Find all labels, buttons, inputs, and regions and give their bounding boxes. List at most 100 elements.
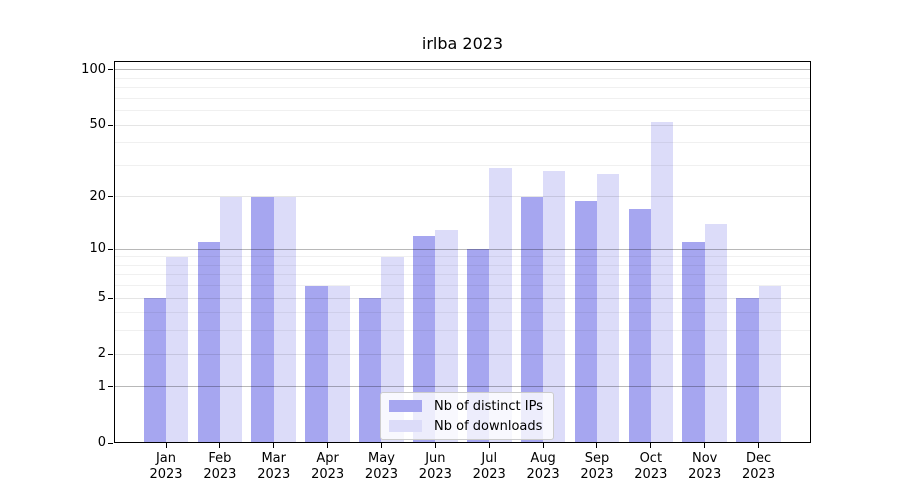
legend-swatch-1 <box>389 420 422 432</box>
y-tick-mark-20 <box>108 196 113 198</box>
gridline-10 <box>114 248 811 250</box>
x-tick-mark-mar <box>273 443 275 448</box>
bar-nb-of-downloads-aug <box>543 170 566 443</box>
x-tick-mark-dec <box>758 443 760 448</box>
x-tick-mark-oct <box>650 443 652 448</box>
gridline-4 <box>114 312 811 314</box>
bar-nb-of-downloads-nov <box>704 224 727 443</box>
x-tick-label-may: May 2023 <box>354 451 408 483</box>
x-tick-mark-feb <box>219 443 221 448</box>
x-tick-mark-nov <box>704 443 706 448</box>
x-tick-year: 2023 <box>311 467 345 482</box>
x-tick-label-sep: Sep 2023 <box>570 451 624 483</box>
gridline-60 <box>114 110 811 112</box>
bar-nb-of-distinct-ips-oct <box>628 209 651 443</box>
x-tick-year: 2023 <box>149 467 183 482</box>
gridline-1 <box>114 386 811 388</box>
x-tick-mark-jan <box>165 443 167 448</box>
bar-nb-of-distinct-ips-nov <box>682 242 705 443</box>
x-tick-label-jul: Jul 2023 <box>462 451 516 483</box>
gridline-3 <box>114 330 811 332</box>
x-tick-year: 2023 <box>526 467 560 482</box>
y-tick-label-0: 0 <box>97 435 106 450</box>
x-tick-year: 2023 <box>472 467 506 482</box>
x-tick-month: Mar <box>261 451 286 466</box>
x-tick-year: 2023 <box>418 467 452 482</box>
legend: Nb of distinct IPs Nb of downloads <box>380 392 554 440</box>
y-tick-label-1: 1 <box>97 378 106 394</box>
y-tick-label-100: 100 <box>81 61 106 77</box>
x-tick-label-jan: Jan 2023 <box>139 451 193 483</box>
y-tick-label-10: 10 <box>89 241 106 257</box>
x-tick-month: Apr <box>316 451 339 466</box>
bar-nb-of-downloads-mar <box>273 196 297 443</box>
chart-title: irlba 2023 <box>421 34 504 53</box>
bar-nb-of-distinct-ips-mar <box>251 196 274 443</box>
bar-nb-of-downloads-jan <box>166 256 189 443</box>
bar-nb-of-downloads-jul <box>489 168 512 443</box>
x-tick-month: Aug <box>530 451 556 466</box>
legend-swatch-0 <box>389 400 422 412</box>
bar-nb-of-distinct-ips-jun <box>413 235 436 443</box>
x-tick-label-feb: Feb 2023 <box>193 451 247 483</box>
x-tick-month: Sep <box>584 451 610 466</box>
x-tick-mark-sep <box>596 443 598 448</box>
x-tick-mark-aug <box>542 443 544 448</box>
gridline-8 <box>114 264 811 266</box>
bar-nb-of-distinct-ips-dec <box>736 298 759 443</box>
bar-nb-of-downloads-jun <box>435 229 458 443</box>
legend-entry-0: Nb of distinct IPs <box>389 398 543 414</box>
gridline-100 <box>114 69 811 71</box>
y-tick-mark-0 <box>108 442 113 444</box>
x-tick-label-oct: Oct 2023 <box>624 451 678 483</box>
legend-label-0: Nb of distinct IPs <box>434 398 543 414</box>
y-tick-mark-10 <box>108 248 113 250</box>
bar-nb-of-downloads-sep <box>596 173 620 443</box>
gridline-40 <box>114 142 811 144</box>
y-tick-mark-100 <box>108 69 113 71</box>
x-tick-year: 2023 <box>257 467 291 482</box>
x-tick-label-mar: Mar 2023 <box>247 451 301 483</box>
x-tick-month: Oct <box>639 451 663 466</box>
grid-layer <box>114 61 811 443</box>
y-tick-mark-50 <box>108 124 113 126</box>
x-tick-year: 2023 <box>580 467 614 482</box>
bar-nb-of-downloads-feb <box>219 196 243 443</box>
y-tick-mark-2 <box>108 353 113 355</box>
gridline-6 <box>114 285 811 287</box>
x-tick-year: 2023 <box>634 467 668 482</box>
x-tick-label-dec: Dec 2023 <box>732 451 786 483</box>
plot-area <box>114 61 811 443</box>
gridline-2 <box>114 353 811 355</box>
plot-frame <box>114 61 811 443</box>
x-tick-month: Feb <box>208 451 232 466</box>
legend-entry-1: Nb of downloads <box>389 418 543 434</box>
x-tick-mark-apr <box>327 443 329 448</box>
x-tick-label-apr: Apr 2023 <box>301 451 355 483</box>
bar-nb-of-distinct-ips-jan <box>143 298 166 443</box>
x-tick-year: 2023 <box>203 467 237 482</box>
x-tick-mark-may <box>380 443 382 448</box>
x-tick-mark-jul <box>488 443 490 448</box>
bar-nb-of-distinct-ips-sep <box>574 200 597 443</box>
gridline-9 <box>114 256 811 258</box>
x-tick-month: May <box>368 451 395 466</box>
gridline-70 <box>114 97 811 99</box>
gridline-50 <box>114 124 811 126</box>
x-tick-mark-jun <box>434 443 436 448</box>
y-tick-label-20: 20 <box>89 188 106 204</box>
x-tick-label-aug: Aug 2023 <box>516 451 570 483</box>
bar-nb-of-distinct-ips-apr <box>305 285 328 443</box>
gridline-90 <box>114 77 811 79</box>
x-tick-month: Jan <box>155 451 177 466</box>
gridline-30 <box>114 164 811 166</box>
bar-nb-of-downloads-dec <box>758 285 781 443</box>
bar-nb-of-distinct-ips-feb <box>197 242 220 443</box>
gridline-20 <box>114 196 811 198</box>
bar-nb-of-downloads-oct <box>650 122 674 443</box>
y-tick-label-2: 2 <box>97 346 106 362</box>
x-tick-month: Dec <box>745 451 772 466</box>
y-tick-mark-1 <box>108 386 113 388</box>
x-tick-year: 2023 <box>364 467 399 482</box>
